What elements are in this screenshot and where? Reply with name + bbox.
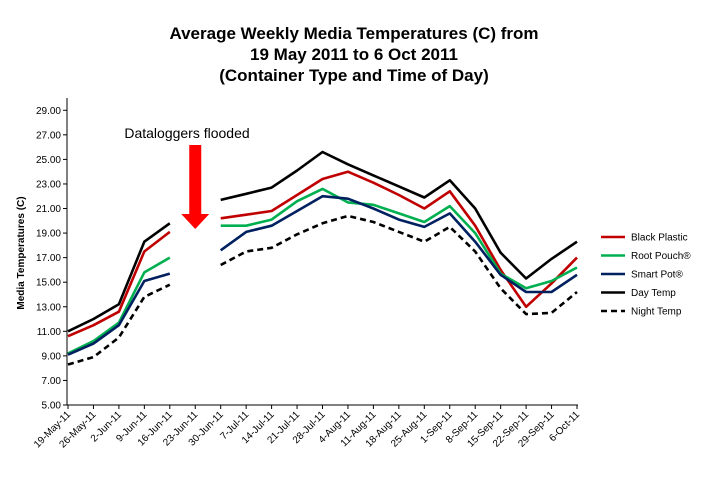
y-tick-label: 9.00	[42, 351, 62, 362]
y-tick-label: 21.00	[36, 204, 61, 215]
y-tick-label: 23.00	[36, 179, 61, 190]
y-tick-label: 11.00	[37, 327, 62, 338]
chart-title-line-3: (Container Type and Time of Day)	[219, 66, 489, 85]
y-tick-label: 29.00	[36, 106, 61, 117]
y-tick-label: 15.00	[36, 278, 61, 289]
chart-title: Average Weekly Media Temperatures (C) fr…	[169, 24, 538, 85]
y-tick-label: 25.00	[36, 155, 61, 166]
y-tick-label: 7.00	[42, 376, 62, 387]
series-line-smart-pot	[67, 194, 578, 356]
y-tick-label: 19.00	[36, 229, 61, 240]
annotation-label: Dataloggers flooded	[124, 125, 249, 141]
legend-label: Night Temp	[631, 307, 682, 318]
series-lines	[67, 150, 578, 366]
series-line-day-temp	[67, 150, 578, 333]
y-axis-label: Media Temperatures (C)	[16, 196, 27, 309]
annotation: Dataloggers flooded	[124, 125, 250, 229]
annotation-arrow-shaft	[189, 145, 202, 215]
annotation-arrow-head	[181, 214, 210, 229]
y-tick-label: 13.00	[36, 302, 61, 313]
y-tick-label: 17.00	[36, 253, 61, 264]
legend-label: Root Pouch®	[631, 251, 691, 262]
y-tick-label: 27.00	[36, 130, 61, 141]
legend-label: Smart Pot®	[631, 270, 683, 281]
chart-title-line-1: Average Weekly Media Temperatures (C) fr…	[169, 24, 538, 43]
chart-title-line-2: 19 May 2011 to 6 Oct 2011	[250, 45, 458, 64]
legend-label: Day Temp	[631, 288, 676, 299]
legend-label: Black Plastic	[631, 233, 688, 244]
series-line-night-temp	[67, 214, 578, 366]
series-line-black-plastic	[67, 170, 578, 338]
legend: Black Plastic Root Pouch® Smart Pot® Day Te…	[601, 233, 691, 318]
y-tick-label: 5.00	[42, 401, 62, 412]
